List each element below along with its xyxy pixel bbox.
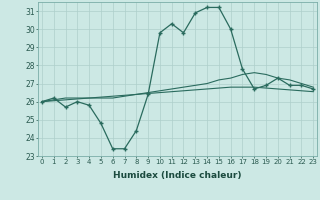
X-axis label: Humidex (Indice chaleur): Humidex (Indice chaleur) <box>113 171 242 180</box>
